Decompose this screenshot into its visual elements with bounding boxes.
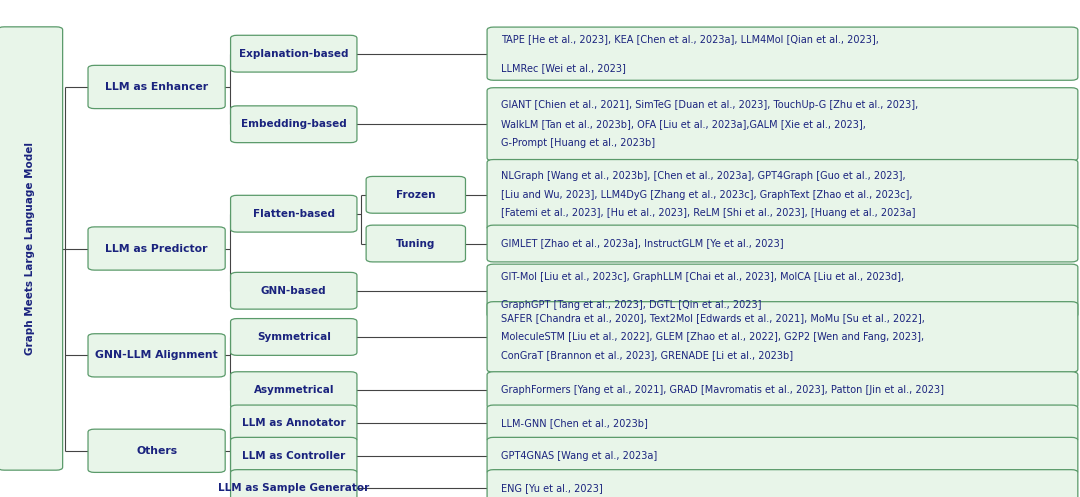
Text: [Fatemi et al., 2023], [Hu et al., 2023], ReLM [Shi et al., 2023], [Huang et al.: [Fatemi et al., 2023], [Hu et al., 2023]… [501, 208, 916, 218]
FancyBboxPatch shape [487, 225, 1078, 262]
Text: WalkLM [Tan et al., 2023b], OFA [Liu et al., 2023a],GALM [Xie et al., 2023],: WalkLM [Tan et al., 2023b], OFA [Liu et … [501, 119, 866, 129]
Text: GNN-based: GNN-based [261, 286, 326, 296]
Text: ENG [Yu et al., 2023]: ENG [Yu et al., 2023] [501, 483, 603, 493]
FancyBboxPatch shape [231, 272, 356, 309]
FancyBboxPatch shape [0, 27, 63, 470]
FancyBboxPatch shape [366, 176, 465, 213]
Text: MoleculeSTM [Liu et al., 2022], GLEM [Zhao et al., 2022], G2P2 [Wen and Fang, 20: MoleculeSTM [Liu et al., 2022], GLEM [Zh… [501, 332, 924, 342]
FancyBboxPatch shape [231, 405, 356, 442]
Text: GIT-Mol [Liu et al., 2023c], GraphLLM [Chai et al., 2023], MolCA [Liu et al., 20: GIT-Mol [Liu et al., 2023c], GraphLLM [C… [501, 271, 904, 282]
Text: GIMLET [Zhao et al., 2023a], InstructGLM [Ye et al., 2023]: GIMLET [Zhao et al., 2023a], InstructGLM… [501, 239, 784, 248]
FancyBboxPatch shape [487, 405, 1078, 442]
Text: LLM as Predictor: LLM as Predictor [106, 244, 207, 253]
FancyBboxPatch shape [231, 106, 356, 143]
FancyBboxPatch shape [487, 372, 1078, 409]
Text: LLM-GNN [Chen et al., 2023b]: LLM-GNN [Chen et al., 2023b] [501, 418, 648, 428]
Text: GNN-LLM Alignment: GNN-LLM Alignment [95, 350, 218, 360]
Text: LLM as Annotator: LLM as Annotator [242, 418, 346, 428]
Text: Symmetrical: Symmetrical [257, 332, 330, 342]
Text: GIANT [Chien et al., 2021], SimTeG [Duan et al., 2023], TouchUp-G [Zhu et al., 2: GIANT [Chien et al., 2021], SimTeG [Duan… [501, 100, 918, 110]
Text: Explanation-based: Explanation-based [239, 49, 349, 59]
FancyBboxPatch shape [487, 264, 1078, 318]
Text: Others: Others [136, 446, 177, 456]
FancyBboxPatch shape [366, 225, 465, 262]
FancyBboxPatch shape [231, 195, 356, 232]
Text: NLGraph [Wang et al., 2023b], [Chen et al., 2023a], GPT4Graph [Guo et al., 2023]: NLGraph [Wang et al., 2023b], [Chen et a… [501, 171, 906, 181]
Text: Embedding-based: Embedding-based [241, 119, 347, 129]
Text: Tuning: Tuning [396, 239, 435, 248]
FancyBboxPatch shape [87, 429, 225, 472]
FancyBboxPatch shape [487, 302, 1078, 372]
Text: Graph Meets Large Language Model: Graph Meets Large Language Model [25, 142, 36, 355]
Text: LLMRec [Wei et al., 2023]: LLMRec [Wei et al., 2023] [501, 63, 626, 73]
Text: GraphGPT [Tang et al., 2023], DGTL [Qin et al., 2023]: GraphGPT [Tang et al., 2023], DGTL [Qin … [501, 300, 761, 310]
FancyBboxPatch shape [487, 27, 1078, 80]
FancyBboxPatch shape [487, 470, 1078, 497]
FancyBboxPatch shape [231, 470, 356, 497]
FancyBboxPatch shape [87, 334, 225, 377]
FancyBboxPatch shape [487, 160, 1078, 230]
Text: GraphFormers [Yang et al., 2021], GRAD [Mavromatis et al., 2023], Patton [Jin et: GraphFormers [Yang et al., 2021], GRAD [… [501, 385, 944, 395]
Text: G-Prompt [Huang et al., 2023b]: G-Prompt [Huang et al., 2023b] [501, 138, 656, 149]
Text: LLM as Controller: LLM as Controller [242, 451, 346, 461]
Text: LLM as Enhancer: LLM as Enhancer [105, 82, 208, 92]
Text: [Liu and Wu, 2023], LLM4DyG [Zhang et al., 2023c], GraphText [Zhao et al., 2023c: [Liu and Wu, 2023], LLM4DyG [Zhang et al… [501, 190, 913, 200]
FancyBboxPatch shape [87, 227, 225, 270]
FancyBboxPatch shape [231, 437, 356, 474]
Text: Flatten-based: Flatten-based [253, 209, 335, 219]
FancyBboxPatch shape [231, 372, 356, 409]
FancyBboxPatch shape [87, 65, 225, 109]
FancyBboxPatch shape [231, 35, 356, 72]
Text: LLM as Sample Generator: LLM as Sample Generator [218, 483, 369, 493]
Text: ConGraT [Brannon et al., 2023], GRENADE [Li et al., 2023b]: ConGraT [Brannon et al., 2023], GRENADE … [501, 350, 793, 360]
FancyBboxPatch shape [487, 87, 1078, 161]
FancyBboxPatch shape [231, 319, 356, 355]
FancyBboxPatch shape [487, 437, 1078, 474]
Text: Asymmetrical: Asymmetrical [254, 385, 334, 395]
Text: SAFER [Chandra et al., 2020], Text2Mol [Edwards et al., 2021], MoMu [Su et al., : SAFER [Chandra et al., 2020], Text2Mol [… [501, 314, 924, 324]
Text: GPT4GNAS [Wang et al., 2023a]: GPT4GNAS [Wang et al., 2023a] [501, 451, 658, 461]
Text: Frozen: Frozen [396, 190, 435, 200]
Text: TAPE [He et al., 2023], KEA [Chen et al., 2023a], LLM4Mol [Qian et al., 2023],: TAPE [He et al., 2023], KEA [Chen et al.… [501, 34, 879, 45]
